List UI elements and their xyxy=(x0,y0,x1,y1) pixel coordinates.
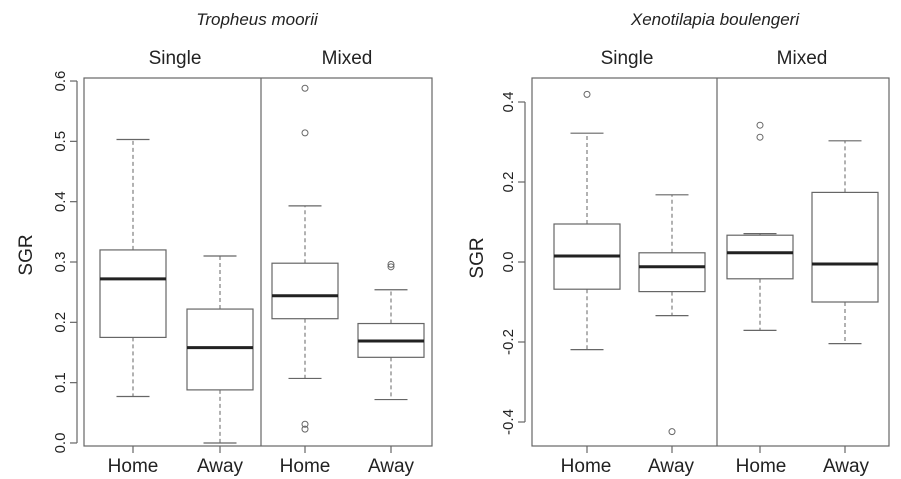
chart-2-box-2-outlier-1 xyxy=(668,428,676,436)
chart-1-group-single: Single xyxy=(149,48,202,69)
chart-2-box-4-iqr-rect xyxy=(811,191,879,303)
chart-2-box-3-outlier-2 xyxy=(756,133,764,141)
chart-2-box-3-iqr-rect xyxy=(726,234,794,280)
chart-2-plot-frame xyxy=(531,77,890,447)
chart-2-xtick-2: Away xyxy=(648,456,695,477)
chart-1-box-3-outlier-1 xyxy=(301,84,309,92)
chart-1-box-1-iqr-rect xyxy=(99,249,167,339)
chart-1-xtick-2: Away xyxy=(197,456,244,477)
chart-2-y-tick-label-4: 0.2 xyxy=(500,172,517,193)
chart-1-box-2-iqr-rect xyxy=(186,308,254,391)
chart-1-y-tick-label-7: 0.6 xyxy=(52,71,69,92)
chart-2-y-tick-label-3: 0.0 xyxy=(500,252,517,273)
chart-2-group-mixed: Mixed xyxy=(777,48,828,69)
chart-1-y-tick-label-1: 0.0 xyxy=(52,433,69,454)
chart-1-y-tick-label-3: 0.2 xyxy=(52,312,69,333)
chart-1-box-3-outlier-3 xyxy=(301,420,309,428)
chart-1-y-tick-label-5: 0.4 xyxy=(52,191,69,212)
chart-marks: 0.0 0.1 0.2 0.3 0.4 0.5 0.6 -0.4 -0.2 0.0 0.2 0.4 xyxy=(52,71,890,454)
chart-2-y-tick-label-1: -0.4 xyxy=(500,409,517,435)
chart-1-xtick-1: Home xyxy=(108,456,159,477)
chart-1-y-tick-label-6: 0.5 xyxy=(52,131,69,152)
chart-1-box-3-iqr-rect xyxy=(271,262,339,320)
chart-1-y-tick-label-2: 0.1 xyxy=(52,372,69,393)
chart-1-plot-frame xyxy=(83,77,433,447)
chart-2-ylabel: SGR xyxy=(467,237,488,278)
chart-2-xtick-1: Home xyxy=(561,456,612,477)
chart-2-title: Xenotilapia boulengeri xyxy=(630,10,800,29)
chart-1-xtick-4: Away xyxy=(368,456,415,477)
chart-1-ylabel: SGR xyxy=(16,234,37,275)
chart-2-xtick-4: Away xyxy=(823,456,870,477)
chart-2-box-1-outlier-1 xyxy=(583,90,591,98)
chart-2-box-2-iqr-rect xyxy=(638,252,706,293)
chart-2-group-single: Single xyxy=(601,48,654,69)
chart-2-y-tick-label-5: 0.4 xyxy=(500,92,517,113)
chart-1-box-3-outlier-4 xyxy=(301,425,309,433)
chart-1-box-4-outlier-1 xyxy=(387,260,395,268)
chart-1-title: Tropheus moorii xyxy=(196,10,319,29)
chart-1-box-4-outlier-2 xyxy=(387,263,395,271)
chart-2-y-tick-label-2: -0.2 xyxy=(500,329,517,355)
chart-1-y-tick-label-4: 0.3 xyxy=(52,252,69,273)
chart-1-xtick-3: Home xyxy=(280,456,331,477)
chart-1-group-mixed: Mixed xyxy=(322,48,373,69)
chart-2-xtick-3: Home xyxy=(736,456,787,477)
chart-2-box-3-outlier-1 xyxy=(756,121,764,129)
chart-1-box-3-outlier-2 xyxy=(301,129,309,137)
